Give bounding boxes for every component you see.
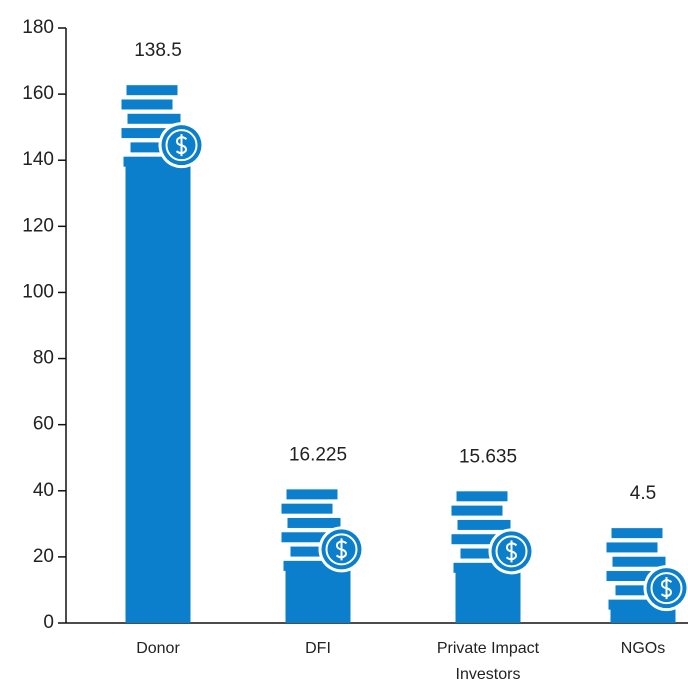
bar [125,165,191,624]
x-tick-label: Donor [136,640,180,657]
value-label: 16.225 [289,444,347,465]
coin-stack [281,489,365,573]
coin [453,562,505,573]
coin [451,505,503,516]
dollar-icon [660,577,673,600]
coin [608,599,660,610]
coin-stack [606,528,688,612]
coin-stack [451,491,535,575]
y-tick-label: 140 [22,149,54,170]
dollar-icon [175,134,188,157]
coin [606,542,658,553]
dollar-icon [505,540,518,563]
y-tick-label: 0 [43,612,54,633]
dollar-icon [335,538,348,561]
bar [610,608,676,623]
bar [455,571,521,623]
x-tick-label: Private Impact Investors [436,640,540,683]
y-tick-label: 40 [33,480,54,501]
coin-icon [495,535,528,568]
coin [290,546,325,557]
coin [612,556,666,567]
y-tick-label: 100 [22,281,54,302]
coin [126,85,178,96]
x-tick-label: DFI [305,640,331,657]
y-tick-label: 160 [22,83,54,104]
coin [130,142,165,153]
coin [456,491,508,502]
coin-icon [650,572,683,605]
coin [611,528,663,539]
coin [457,519,511,530]
coin [123,156,175,167]
coin [281,532,335,543]
coin-stack [121,85,205,169]
coin [460,548,495,559]
y-tick-label: 20 [33,546,54,567]
value-label: 4.5 [630,483,656,504]
y-tick-label: 60 [33,414,54,435]
y-tick-label: 180 [22,17,54,38]
coin [606,571,660,582]
value-label: 138.5 [134,40,182,61]
coin [287,517,341,528]
coin [286,489,338,500]
y-tick-label: 80 [33,348,54,369]
value-label: 15.635 [459,446,517,467]
coin [283,560,335,571]
y-tick-label: 120 [22,215,54,236]
coin-icon [165,129,198,162]
coin [121,99,173,110]
coin-icon [325,533,358,566]
coin [127,113,181,124]
coin [121,128,175,139]
coin [615,585,650,596]
bar [285,569,351,623]
coin [451,534,505,545]
x-tick-label: NGOs [620,640,666,657]
coin [281,503,333,514]
